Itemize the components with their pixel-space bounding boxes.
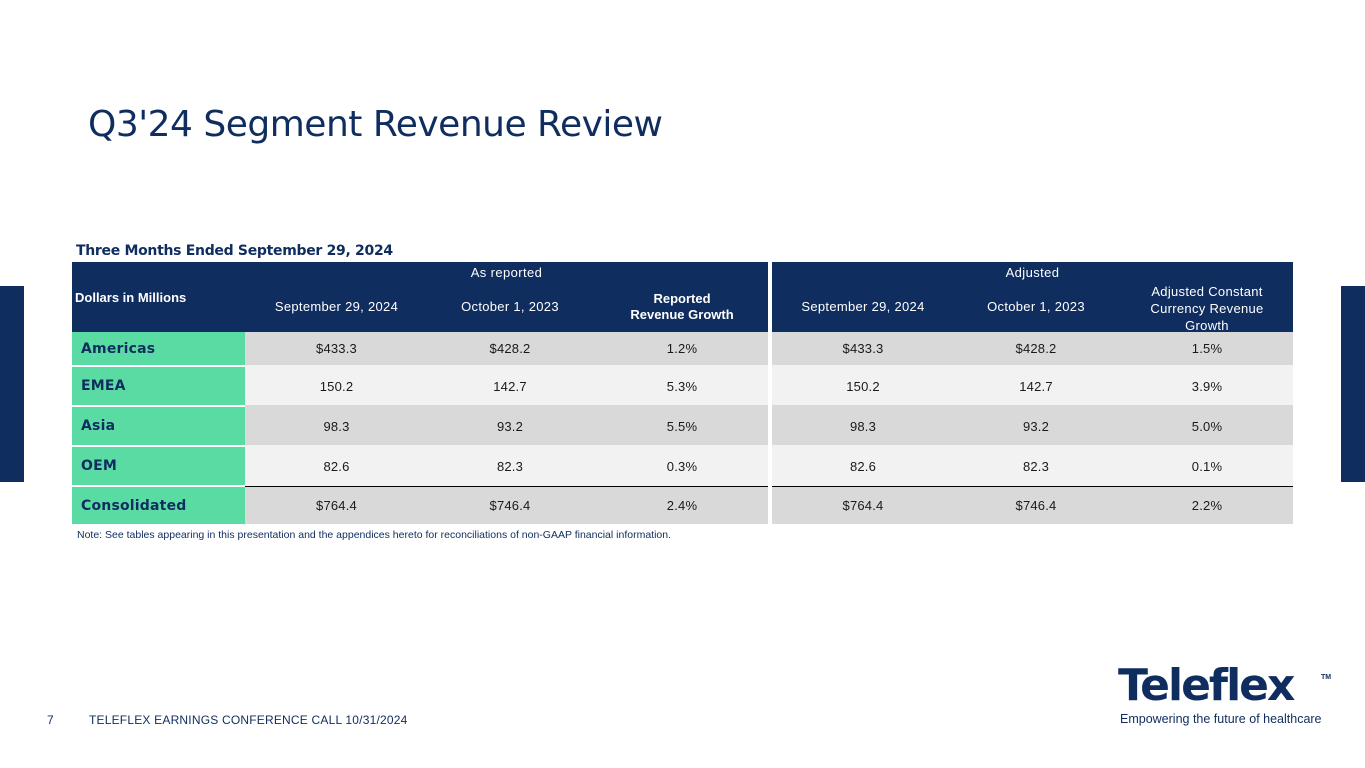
table-row <box>772 445 1293 486</box>
logo-trademark: TM <box>1321 674 1332 681</box>
left-accent-bar <box>0 286 24 482</box>
cell-consolidated-reported-current: $764.4 <box>316 498 357 513</box>
adjusted-col-prior: October 1, 2023 <box>987 299 1085 314</box>
right-accent-bar <box>1341 286 1365 482</box>
footer-text: TELEFLEX EARNINGS CONFERENCE CALL 10/31/… <box>89 713 408 727</box>
cell-americas-adjusted-prior: $428.2 <box>1015 341 1057 356</box>
row-label-consolidated: Consolidated <box>72 487 245 524</box>
cell-consolidated-adjusted-prior: $746.4 <box>1015 498 1057 513</box>
group-as-reported: As reported <box>470 264 543 280</box>
cell-americas-reported-growth: 1.2% <box>666 341 698 356</box>
cell-oem-adjusted-current: 82.6 <box>849 458 877 474</box>
table-row <box>772 487 1293 524</box>
cell-emea-reported-current: 150.2 <box>319 378 354 394</box>
cell-emea-reported-prior: 142.7 <box>493 378 527 394</box>
row-label-asia: Asia <box>72 407 245 445</box>
total-divider <box>245 486 768 487</box>
reported-col-prior: October 1, 2023 <box>461 299 559 314</box>
table-row <box>245 332 768 365</box>
cell-consolidated-adjusted-growth: 2.2% <box>1191 498 1223 513</box>
logo-tagline: Empowering the future of healthcare <box>1120 712 1322 726</box>
row-label-emea: EMEA <box>72 367 245 405</box>
page-number: 7 <box>47 713 54 727</box>
cell-oem-adjusted-prior: 82.3 <box>1022 458 1050 474</box>
header-adjusted-area: Adjusted September 29, 2024 October 1, 2… <box>772 262 1293 333</box>
cell-oem-reported-growth: 0.3% <box>666 458 698 474</box>
cell-asia-adjusted-growth: 5.0% <box>1191 418 1223 434</box>
cell-americas-reported-prior: $428.2 <box>489 341 531 356</box>
total-divider <box>772 486 1293 487</box>
group-adjusted: Adjusted <box>1005 264 1060 280</box>
cell-oem-reported-current: 82.6 <box>323 458 350 474</box>
table-row <box>245 405 768 445</box>
row-label-americas: Americas <box>72 332 245 365</box>
footnote: Note: See tables appearing in this prese… <box>77 529 672 541</box>
cell-consolidated-reported-prior: $746.4 <box>489 498 531 513</box>
adjusted-col-current: September 29, 2024 <box>801 299 925 314</box>
reported-col-current: September 29, 2024 <box>274 299 399 314</box>
header-reported-area: Dollars in Millions As reported Septembe… <box>72 262 768 332</box>
teleflex-logo: Teleflex TM Empowering the future of hea… <box>1118 660 1332 730</box>
cell-americas-adjusted-growth: 1.5% <box>1191 341 1223 356</box>
cell-oem-adjusted-growth: 0.1% <box>1191 458 1223 474</box>
table-row <box>772 405 1293 445</box>
dollars-in-millions-header: Dollars in Millions <box>75 289 187 305</box>
cell-consolidated-adjusted-current: $764.4 <box>842 498 884 513</box>
adjusted-col-growth: Adjusted Constant Currency Revenue Growt… <box>1150 283 1264 333</box>
cell-americas-adjusted-current: $433.3 <box>842 341 884 356</box>
cell-americas-reported-current: $433.3 <box>316 341 357 356</box>
cell-asia-reported-prior: 93.2 <box>496 418 524 434</box>
cell-consolidated-reported-growth: 2.4% <box>666 498 698 513</box>
cell-oem-reported-prior: 82.3 <box>496 458 524 474</box>
cell-asia-adjusted-prior: 93.2 <box>1022 418 1050 434</box>
cell-emea-adjusted-growth: 3.9% <box>1191 378 1223 394</box>
cell-emea-adjusted-prior: 142.7 <box>1019 378 1053 394</box>
cell-emea-reported-growth: 5.3% <box>666 378 698 394</box>
cell-emea-adjusted-current: 150.2 <box>846 378 880 394</box>
table-row <box>772 332 1293 365</box>
cell-asia-reported-current: 98.3 <box>323 418 350 434</box>
cell-asia-reported-growth: 5.5% <box>666 418 698 434</box>
reported-col-growth: Reported Revenue Growth <box>630 291 734 322</box>
logo-wordmark: Teleflex <box>1118 660 1295 711</box>
table-row <box>245 487 768 524</box>
table-caption: Three Months Ended September 29, 2024 <box>76 243 393 259</box>
table-row <box>245 445 768 486</box>
table-row <box>772 365 1293 405</box>
table-row <box>245 365 768 405</box>
page-title: Q3'24 Segment Revenue Review <box>88 104 663 145</box>
row-label-oem: OEM <box>72 447 245 485</box>
cell-asia-adjusted-current: 98.3 <box>849 418 877 434</box>
